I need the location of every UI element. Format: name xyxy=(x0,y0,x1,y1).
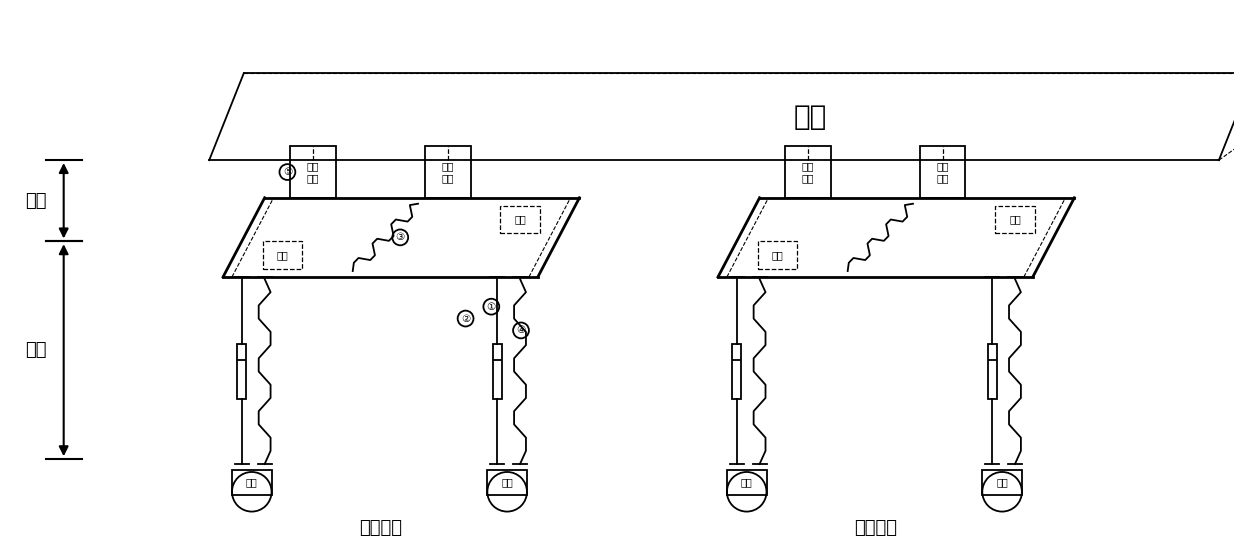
Bar xyxy=(727,470,766,495)
Text: ②: ② xyxy=(461,313,470,323)
Text: 轴箱: 轴箱 xyxy=(1009,215,1021,225)
Bar xyxy=(785,147,831,198)
Bar xyxy=(920,147,966,198)
Text: 轴箱: 轴箱 xyxy=(277,250,289,260)
Text: 轴箱: 轴箱 xyxy=(515,215,526,225)
Text: 后转向架: 后转向架 xyxy=(358,519,402,537)
Bar xyxy=(232,470,272,495)
Text: 轴箱: 轴箱 xyxy=(740,478,753,488)
Bar xyxy=(996,206,1034,233)
Bar xyxy=(290,147,336,198)
Bar xyxy=(492,344,502,399)
Text: ④: ④ xyxy=(516,326,526,335)
Text: ③: ③ xyxy=(396,232,405,242)
Bar xyxy=(425,147,470,198)
Bar xyxy=(263,242,303,269)
Text: 轴箱: 轴箱 xyxy=(771,250,784,260)
Text: 二系: 二系 xyxy=(25,192,47,210)
Bar xyxy=(733,344,742,399)
Text: 空气
弹簧: 空气 弹簧 xyxy=(802,161,815,183)
Bar xyxy=(982,470,1022,495)
Text: 前转向架: 前转向架 xyxy=(854,519,897,537)
Text: 一系: 一系 xyxy=(25,341,47,359)
Text: ①: ① xyxy=(486,301,496,312)
Text: 车体: 车体 xyxy=(794,103,827,131)
Text: 轴箱: 轴箱 xyxy=(246,478,258,488)
Text: 空气
弹簧: 空气 弹簧 xyxy=(306,161,320,183)
Bar xyxy=(988,344,997,399)
Text: 轴箱: 轴箱 xyxy=(996,478,1008,488)
Bar xyxy=(487,470,527,495)
Text: ⑤: ⑤ xyxy=(283,167,293,177)
Bar xyxy=(237,344,247,399)
Text: 空气
弹簧: 空气 弹簧 xyxy=(936,161,949,183)
Bar xyxy=(758,242,797,269)
Text: 空气
弹簧: 空气 弹簧 xyxy=(441,161,454,183)
Bar xyxy=(500,206,539,233)
Text: 轴箱: 轴箱 xyxy=(501,478,513,488)
